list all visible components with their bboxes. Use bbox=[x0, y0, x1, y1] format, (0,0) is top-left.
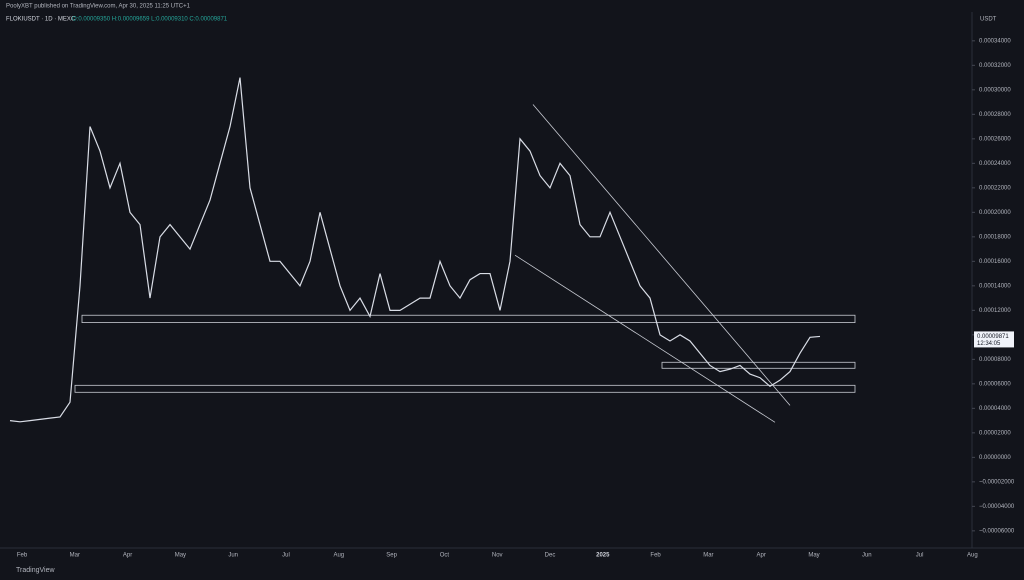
y-tick-label: 0.00000000 bbox=[979, 455, 1011, 461]
y-tick-label: 0.00024000 bbox=[979, 161, 1011, 167]
x-tick-label: Mar bbox=[703, 553, 713, 559]
y-tick-label: 0.00016000 bbox=[979, 259, 1011, 265]
x-tick-label: Aug bbox=[967, 553, 978, 559]
y-tick-label: 0.00034000 bbox=[979, 38, 1011, 44]
y-tick-label: 0.00012000 bbox=[979, 308, 1011, 314]
x-tick-label: Jun bbox=[862, 553, 872, 559]
last-price-box bbox=[974, 331, 1014, 348]
y-tick-label: 0.00030000 bbox=[979, 87, 1011, 93]
y-tick-label: 0.00026000 bbox=[979, 136, 1011, 142]
x-tick-label: Jul bbox=[916, 553, 924, 559]
x-tick-label: May bbox=[808, 553, 819, 559]
x-tick-label: 2025 bbox=[596, 553, 610, 559]
y-tick-label: 0.00008000 bbox=[979, 357, 1011, 363]
support-zone bbox=[81, 314, 856, 323]
y-tick-label: 0.00018000 bbox=[979, 234, 1011, 240]
y-tick-label: 0.00004000 bbox=[979, 406, 1011, 412]
y-tick-label: 0.00022000 bbox=[979, 185, 1011, 191]
x-tick-label: May bbox=[175, 553, 186, 559]
x-tick-label: Aug bbox=[333, 553, 344, 559]
y-tick-label: 0.00028000 bbox=[979, 112, 1011, 118]
y-tick-label: −0.00002000 bbox=[979, 479, 1015, 485]
price-line bbox=[9, 77, 821, 423]
x-tick-label: Jun bbox=[228, 553, 238, 559]
trendline bbox=[532, 104, 791, 406]
ohlc: O:0.00009350 H:0.00009659 L:0.00009310 C… bbox=[72, 17, 228, 23]
x-tick-label: Sep bbox=[386, 553, 397, 559]
x-tick-label: Nov bbox=[492, 553, 503, 559]
x-tick-label: Oct bbox=[440, 553, 450, 559]
support-zone bbox=[74, 384, 856, 393]
y-tick-label: 0.00006000 bbox=[979, 381, 1011, 387]
x-tick-label: Feb bbox=[17, 553, 28, 559]
x-tick-label: Jul bbox=[282, 553, 290, 559]
y-tick-label: 0.00002000 bbox=[979, 430, 1011, 436]
countdown: 12:34:05 bbox=[977, 341, 1001, 347]
y-tick-label: −0.00004000 bbox=[979, 504, 1015, 510]
last-price: 0.00009871 bbox=[977, 334, 1009, 340]
trendline bbox=[514, 254, 776, 423]
x-tick-label: Mar bbox=[70, 553, 80, 559]
y-tick-label: −0.00006000 bbox=[979, 528, 1015, 534]
x-tick-label: Feb bbox=[650, 553, 661, 559]
currency: USDT bbox=[980, 17, 997, 23]
x-tick-label: Dec bbox=[545, 553, 556, 559]
symbol: FLOKIUSDT · 1D · MEXC bbox=[6, 17, 76, 23]
x-tick-label: Apr bbox=[757, 553, 766, 559]
footer: TradingView bbox=[16, 567, 55, 574]
header: PoolyXBT published on TradingView.com, A… bbox=[6, 4, 191, 10]
x-tick-label: Apr bbox=[123, 553, 132, 559]
y-tick-label: 0.00020000 bbox=[979, 210, 1011, 216]
y-tick-label: 0.00032000 bbox=[979, 63, 1011, 69]
y-tick-label: 0.00014000 bbox=[979, 283, 1011, 289]
